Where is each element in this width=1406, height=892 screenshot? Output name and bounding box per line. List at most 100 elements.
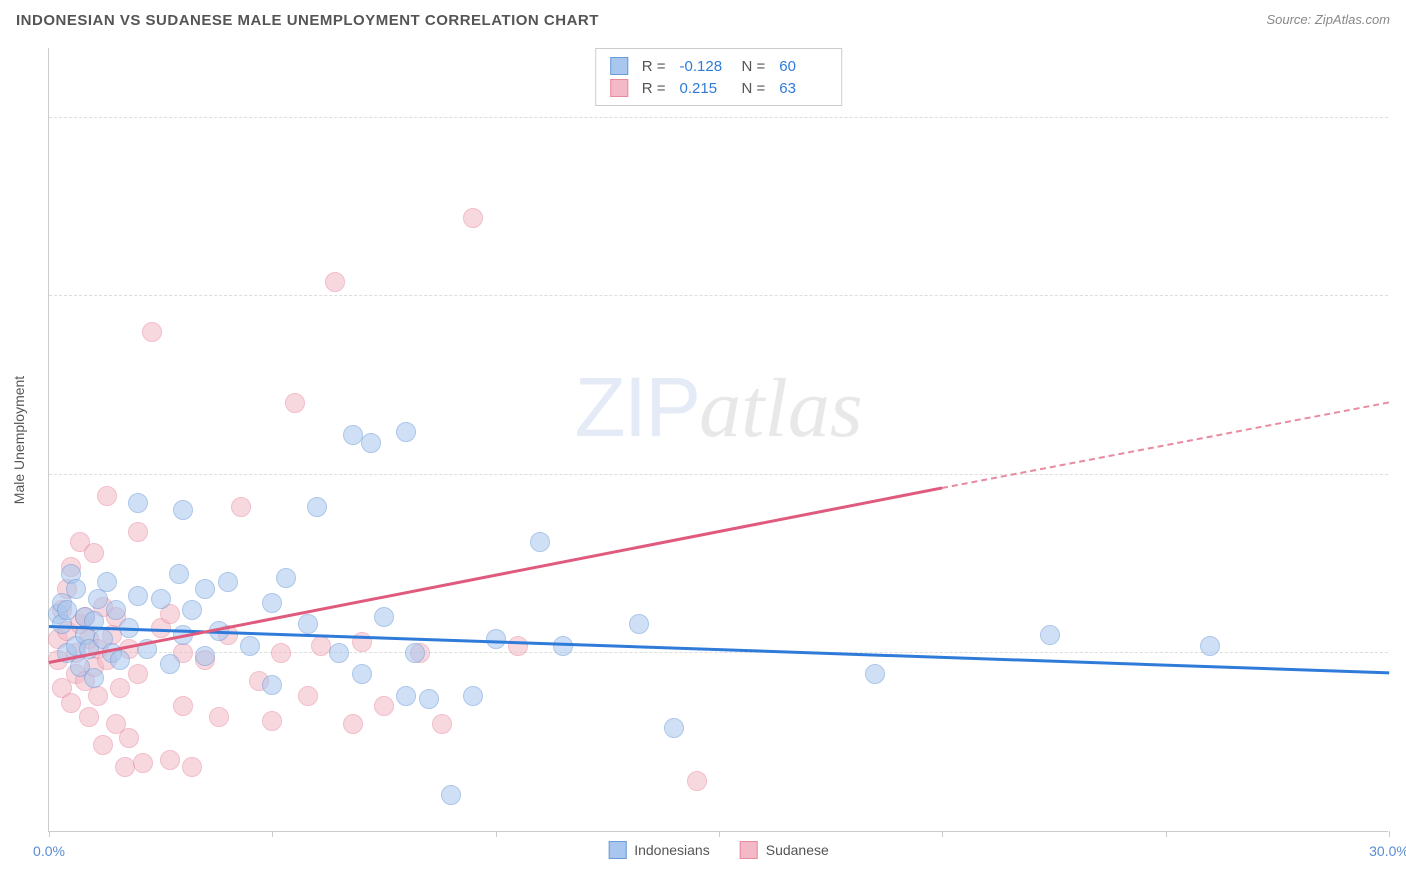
chart-plot-area: Male Unemployment ZIPatlas R =-0.128N =6… (48, 48, 1388, 832)
data-point (182, 600, 202, 620)
data-point (419, 689, 439, 709)
data-point (463, 686, 483, 706)
data-point (374, 607, 394, 627)
data-point (325, 272, 345, 292)
data-point (128, 522, 148, 542)
legend-bottom: Indonesians Sudanese (608, 841, 829, 859)
xtick (1389, 831, 1390, 837)
data-point (343, 714, 363, 734)
x-label-left: 0.0% (33, 843, 65, 859)
legend-swatch (608, 841, 626, 859)
data-point (307, 497, 327, 517)
data-point (262, 593, 282, 613)
data-point (110, 678, 130, 698)
data-point (240, 636, 260, 656)
stat-r-label: R = (642, 80, 666, 97)
xtick (1166, 831, 1167, 837)
data-point (285, 393, 305, 413)
data-point (195, 579, 215, 599)
legend-swatch (610, 79, 628, 97)
data-point (298, 614, 318, 634)
data-point (508, 636, 528, 656)
x-label-right: 30.0% (1369, 843, 1406, 859)
data-point (298, 686, 318, 706)
data-point (84, 543, 104, 563)
data-point (361, 433, 381, 453)
gridline (49, 474, 1388, 475)
data-point (195, 646, 215, 666)
data-point (88, 589, 108, 609)
legend-label: Sudanese (766, 842, 829, 858)
data-point (374, 696, 394, 716)
data-point (115, 757, 135, 777)
data-point (128, 664, 148, 684)
data-point (182, 757, 202, 777)
legend-swatch (610, 57, 628, 75)
data-point (865, 664, 885, 684)
data-point (209, 707, 229, 727)
data-point (93, 735, 113, 755)
data-point (396, 686, 416, 706)
stat-r-value: -0.128 (680, 58, 728, 75)
data-point (151, 589, 171, 609)
data-point (169, 564, 189, 584)
stats-row: R = -0.128 N = 60 (610, 55, 828, 77)
data-point (97, 486, 117, 506)
y-axis-label: Male Unemployment (11, 375, 27, 503)
legend-item: Indonesians (608, 841, 710, 859)
gridline (49, 117, 1388, 118)
data-point (61, 693, 81, 713)
xtick (496, 831, 497, 837)
stats-row: R = 0.215 N = 63 (610, 77, 828, 99)
xtick (719, 831, 720, 837)
data-point (441, 785, 461, 805)
watermark-zip: ZIP (574, 360, 699, 454)
stat-n-value: 63 (779, 80, 827, 97)
data-point (352, 664, 372, 684)
data-point (329, 643, 349, 663)
data-point (97, 572, 117, 592)
stat-n-value: 60 (779, 58, 827, 75)
legend-item: Sudanese (740, 841, 829, 859)
data-point (84, 668, 104, 688)
data-point (160, 654, 180, 674)
data-point (463, 208, 483, 228)
data-point (231, 497, 251, 517)
data-point (664, 718, 684, 738)
stats-legend-box: R = -0.128 N = 60 R = 0.215 N = 63 (595, 48, 843, 106)
data-point (119, 728, 139, 748)
stat-n-label: N = (742, 58, 766, 75)
data-point (276, 568, 296, 588)
data-point (128, 493, 148, 513)
data-point (262, 711, 282, 731)
source-label: Source: ZipAtlas.com (1266, 12, 1390, 27)
data-point (271, 643, 291, 663)
data-point (106, 600, 126, 620)
legend-label: Indonesians (634, 842, 710, 858)
stat-n-label: N = (742, 80, 766, 97)
data-point (128, 586, 148, 606)
legend-swatch (740, 841, 758, 859)
data-point (486, 629, 506, 649)
gridline (49, 295, 1388, 296)
stat-r-label: R = (642, 58, 666, 75)
xtick (49, 831, 50, 837)
data-point (687, 771, 707, 791)
data-point (396, 422, 416, 442)
stat-r-value: 0.215 (680, 80, 728, 97)
data-point (432, 714, 452, 734)
data-point (405, 643, 425, 663)
data-point (173, 696, 193, 716)
data-point (173, 500, 193, 520)
data-point (88, 686, 108, 706)
data-point (79, 707, 99, 727)
data-point (66, 579, 86, 599)
data-point (530, 532, 550, 552)
trendline-extrapolated (942, 401, 1389, 488)
data-point (1040, 625, 1060, 645)
data-point (1200, 636, 1220, 656)
xtick (272, 831, 273, 837)
data-point (160, 750, 180, 770)
data-point (218, 572, 238, 592)
chart-title: INDONESIAN VS SUDANESE MALE UNEMPLOYMENT… (16, 12, 599, 29)
